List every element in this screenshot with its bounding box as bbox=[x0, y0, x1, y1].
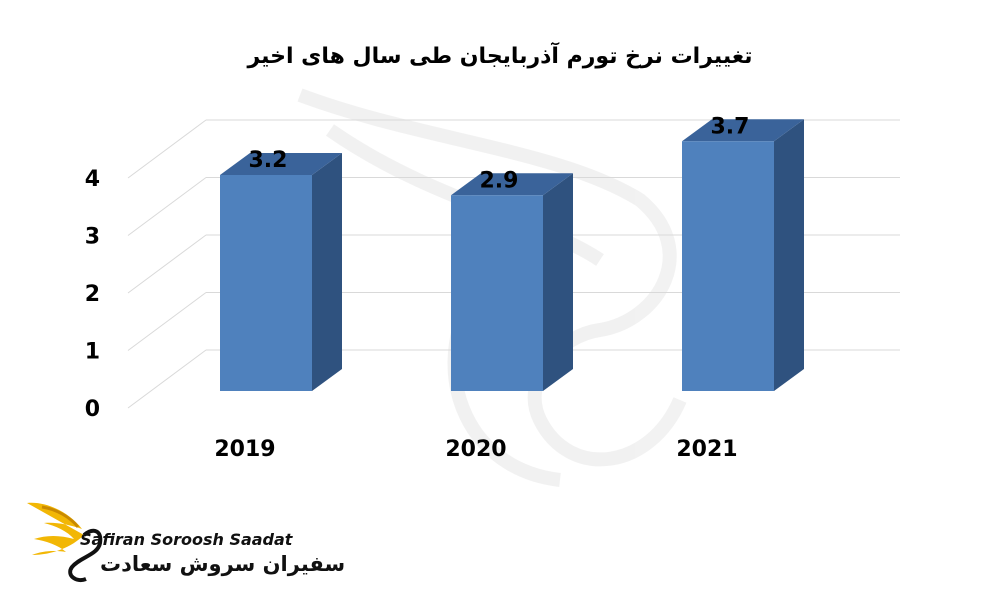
y-tick-label: 3 bbox=[85, 225, 100, 250]
bar-front bbox=[451, 195, 543, 391]
bar-side bbox=[774, 119, 804, 391]
bar-front bbox=[220, 175, 312, 391]
y-tick-label: 1 bbox=[85, 340, 100, 365]
bar bbox=[220, 153, 342, 391]
bar-front bbox=[682, 141, 774, 391]
chart-title: تغییرات نرخ تورم آذربایجان طی سال های اخ… bbox=[247, 44, 753, 69]
data-label: 3.2 bbox=[249, 148, 288, 173]
gridline-diagonal bbox=[127, 292, 207, 351]
bar-side bbox=[543, 173, 573, 391]
bar bbox=[682, 119, 804, 391]
gridline-diagonal bbox=[127, 349, 207, 409]
gridline-diagonal bbox=[127, 177, 207, 236]
x-tick-label: 2021 bbox=[676, 437, 737, 462]
bar-top bbox=[220, 153, 342, 175]
gridline-diagonal bbox=[127, 234, 207, 294]
data-label: 2.9 bbox=[480, 168, 519, 193]
y-tick-label: 0 bbox=[85, 397, 100, 422]
y-tick-label: 4 bbox=[85, 167, 100, 192]
x-tick-label: 2020 bbox=[445, 437, 506, 462]
brand-name-english: Safiran Soroosh Saadat bbox=[80, 530, 293, 549]
bar-top bbox=[451, 173, 573, 196]
y-tick-label: 2 bbox=[85, 282, 100, 307]
brand-logo-icon bbox=[27, 502, 103, 582]
bar-side bbox=[312, 153, 342, 391]
gridline-diagonal bbox=[127, 119, 207, 179]
data-label: 3.7 bbox=[711, 114, 750, 139]
x-tick-label: 2019 bbox=[214, 437, 275, 462]
brand-name-persian: سفیران سروش سعادت bbox=[100, 552, 346, 576]
bar bbox=[451, 173, 573, 391]
bar-top bbox=[682, 119, 804, 142]
